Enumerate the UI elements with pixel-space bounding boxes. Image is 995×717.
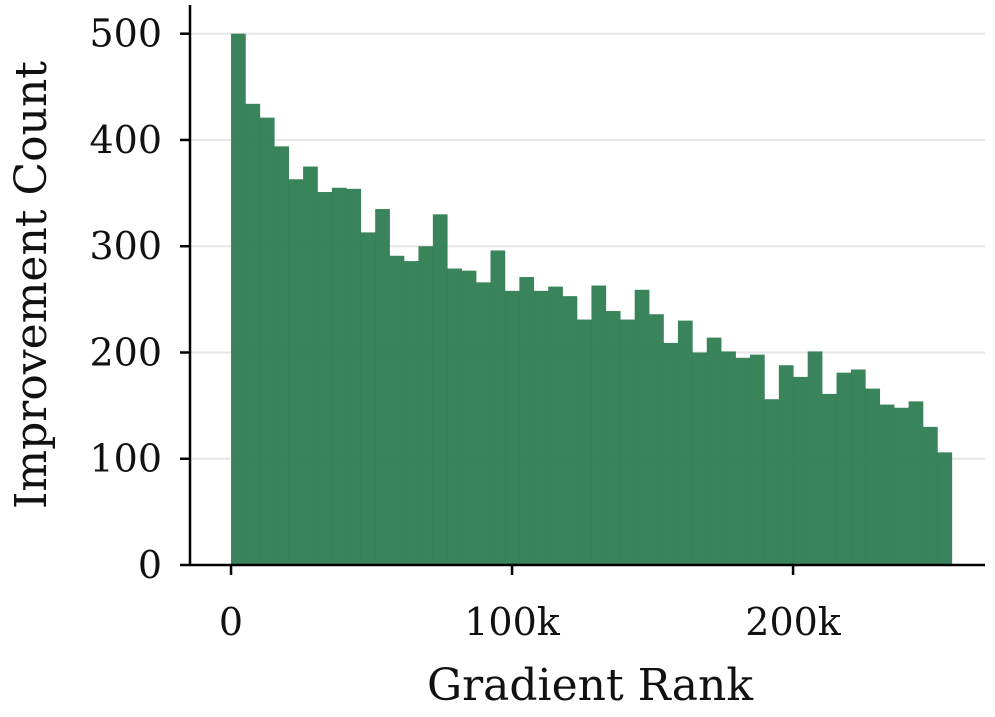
y-tick-label: 500 (89, 12, 162, 56)
bar (432, 214, 448, 565)
bar (807, 351, 823, 565)
bar (346, 188, 362, 566)
bar (634, 289, 650, 565)
x-tick-label: 200k (745, 600, 842, 644)
y-tick-label: 100 (89, 437, 162, 481)
bar (504, 290, 520, 565)
bar (735, 357, 751, 565)
bar (519, 277, 535, 565)
bar (750, 354, 765, 565)
bar (418, 246, 434, 565)
x-tick-label: 0 (219, 600, 243, 644)
bar (620, 319, 635, 565)
y-tick-label: 200 (89, 330, 162, 374)
bar (360, 232, 376, 565)
bar (778, 365, 794, 565)
bar (923, 426, 938, 565)
bar (259, 117, 275, 565)
y-tick-label: 0 (138, 543, 162, 587)
bar (288, 179, 304, 565)
x-tick-label: 100k (464, 600, 561, 644)
bar (706, 337, 722, 565)
bar (490, 250, 506, 565)
bar (793, 376, 808, 565)
bar (274, 146, 289, 565)
bar (836, 372, 852, 565)
bar (649, 314, 664, 565)
y-tick-label: 400 (89, 118, 162, 162)
bar (937, 452, 953, 565)
bar (533, 290, 549, 565)
bar (850, 369, 866, 565)
y-axis-label: Improvement Count (6, 61, 57, 509)
bar (822, 393, 837, 565)
bar (764, 399, 780, 565)
bar (389, 255, 405, 565)
bar (404, 261, 419, 565)
bar (245, 103, 261, 565)
bar (605, 311, 621, 565)
bar (562, 296, 578, 565)
bar (317, 192, 333, 565)
bar (447, 268, 462, 565)
bar (865, 388, 881, 565)
bar (548, 286, 563, 565)
bar (591, 285, 607, 565)
bar (476, 282, 491, 565)
y-tick-label: 300 (89, 224, 162, 268)
bar (663, 342, 679, 565)
bar (231, 33, 246, 566)
bar (375, 209, 390, 565)
bar (894, 407, 909, 565)
bar (331, 187, 347, 566)
bar (721, 351, 736, 565)
bar (692, 352, 708, 565)
bar (303, 166, 318, 566)
bar (677, 320, 693, 565)
bar (461, 270, 477, 565)
bar (577, 319, 592, 565)
x-axis-label: Gradient Rank (427, 660, 753, 711)
bar (879, 404, 895, 565)
bar (908, 401, 924, 565)
